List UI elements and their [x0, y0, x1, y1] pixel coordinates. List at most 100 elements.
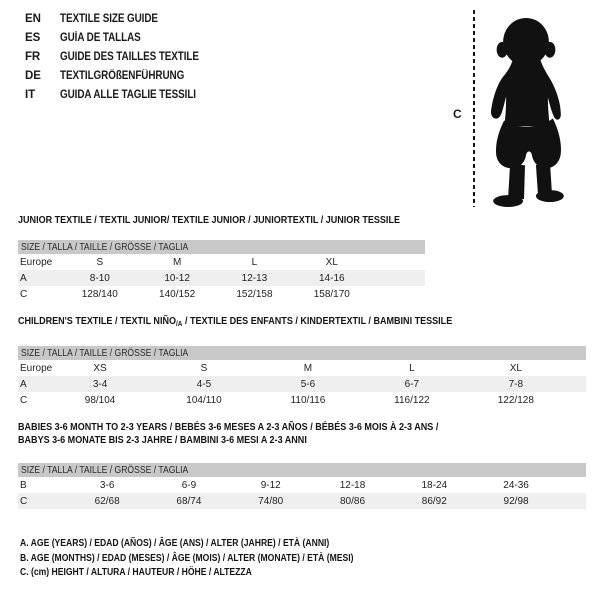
- size-header-label: SIZE / TALLA / TAILLE / GRÖSSE / TAGLIA: [21, 241, 189, 253]
- language-row-de: DE TEXTILGRÖßENFÜHRUNG: [25, 66, 222, 85]
- size-value-cell: 3-4: [92, 378, 108, 390]
- size-value-cell: 128/140: [81, 288, 118, 300]
- row-label-cell: Europe: [20, 362, 53, 374]
- size-value-cell: [557, 493, 586, 509]
- size-header-row: SIZE / TALLA / TAILLE / GRÖSSE / TAGLIA: [18, 463, 586, 477]
- size-value-cell: 6-7: [404, 378, 420, 390]
- size-value-cell: 68/74: [176, 495, 202, 507]
- language-row-en: EN TEXTILE SIZE GUIDE: [25, 9, 222, 28]
- size-value-cell: [557, 477, 586, 493]
- size-value-cell: S: [200, 362, 208, 374]
- size-value-cell: M: [172, 256, 182, 268]
- language-code: FR: [25, 50, 41, 63]
- size-value-cell: [568, 376, 586, 392]
- size-value-cell: 6-9: [181, 479, 197, 491]
- language-row-it: IT GUIDA ALLE TAGLIE TESSILI: [25, 85, 222, 104]
- table-row: A 8-10 10-12 12-13 14-16: [18, 270, 425, 286]
- size-value-cell: M: [303, 362, 313, 374]
- table-row: C 62/68 68/74 74/80 80/86 86/92 92/98: [18, 493, 586, 509]
- size-value-cell: 12-13: [241, 272, 268, 284]
- language-title-list: EN TEXTILE SIZE GUIDE ES GUÍA DE TALLAS …: [25, 9, 222, 104]
- size-value-cell: 104/110: [186, 394, 222, 406]
- size-header-bar: SIZE / TALLA / TAILLE / GRÖSSE / TAGLIA: [18, 346, 586, 360]
- language-label: GUIDE DES TAILLES TEXTILE: [60, 50, 199, 63]
- language-label: TEXTILGRÖßENFÜHRUNG: [60, 69, 185, 82]
- table-row: Europe S M L XL: [18, 254, 425, 270]
- children-table-title-text: CHILDREN'S TEXTILE / TEXTIL NIÑO/A / TEX…: [18, 315, 453, 328]
- language-code: EN: [25, 12, 41, 25]
- table-row: Europe XS S M L XL: [18, 360, 586, 376]
- junior-size-table: SIZE / TALLA / TAILLE / GRÖSSE / TAGLIA …: [18, 240, 425, 302]
- height-measure-dotted-line: [473, 10, 475, 207]
- height-measure-label: C: [453, 107, 462, 121]
- size-value-cell: S: [96, 256, 104, 268]
- size-value-cell: 62/68: [94, 495, 120, 507]
- size-value-cell: 24-36: [503, 479, 529, 491]
- babies-size-table: SIZE / TALLA / TAILLE / GRÖSSE / TAGLIA …: [18, 463, 586, 509]
- size-value-cell: 3-6: [99, 479, 115, 491]
- babies-table-title-line1: BABIES 3-6 MONTH TO 2-3 YEARS / BEBÉS 3-…: [18, 421, 439, 433]
- measurement-legend: A. AGE (YEARS) / EDAD (AÑOS) / ÂGE (ANS)…: [20, 537, 408, 581]
- row-label-cell: C: [20, 288, 28, 300]
- size-header-bar: SIZE / TALLA / TAILLE / GRÖSSE / TAGLIA: [18, 463, 586, 477]
- row-label-cell: Europe: [20, 256, 53, 268]
- language-code: ES: [25, 31, 41, 44]
- size-value-cell: 14-16: [319, 272, 345, 284]
- children-size-table: SIZE / TALLA / TAILLE / GRÖSSE / TAGLIA …: [18, 346, 586, 408]
- row-label-cell: C: [20, 495, 28, 507]
- size-value-cell: 10-12: [164, 272, 190, 284]
- size-value-cell: [568, 360, 586, 376]
- size-value-cell: 98/104: [84, 394, 116, 406]
- size-value-cell: 18-24: [421, 479, 448, 491]
- junior-table-title-text: JUNIOR TEXTILE / TEXTIL JUNIOR/ TEXTILE …: [18, 214, 400, 226]
- size-value-cell: XL: [509, 362, 522, 374]
- size-value-cell: 4-5: [196, 378, 212, 390]
- size-value-cell: 80/86: [339, 495, 366, 507]
- size-value-cell: 158/170: [313, 288, 350, 300]
- size-header-bar: SIZE / TALLA / TAILLE / GRÖSSE / TAGLIA: [18, 240, 425, 254]
- size-value-cell: 152/158: [236, 288, 273, 300]
- size-value-cell: 9-12: [260, 479, 281, 491]
- babies-table-title: BABIES 3-6 MONTH TO 2-3 YEARS / BEBÉS 3-…: [18, 421, 507, 447]
- size-value-cell: [370, 286, 425, 302]
- size-header-label: SIZE / TALLA / TAILLE / GRÖSSE / TAGLIA: [21, 464, 189, 476]
- language-code: DE: [25, 69, 41, 82]
- size-header-label: SIZE / TALLA / TAILLE / GRÖSSE / TAGLIA: [21, 347, 189, 359]
- language-code: IT: [25, 88, 36, 101]
- size-value-cell: [370, 254, 425, 270]
- baby-silhouette-image: [490, 17, 564, 208]
- language-label: GUIDA ALLE TAGLIE TESSILI: [60, 88, 196, 101]
- size-value-cell: 122/128: [497, 394, 534, 406]
- size-value-cell: 92/98: [503, 495, 529, 507]
- language-label: GUÍA DE TALLAS: [60, 31, 141, 44]
- size-value-cell: 74/80: [258, 495, 284, 507]
- size-value-cell: 86/92: [421, 495, 447, 507]
- size-value-cell: 7-8: [508, 378, 524, 390]
- size-value-cell: 140/152: [159, 288, 196, 300]
- size-value-cell: 12-18: [339, 479, 366, 491]
- legend-line-b: B. AGE (MONTHS) / EDAD (MESES) / ÂGE (MO…: [20, 552, 354, 564]
- size-value-cell: 8-10: [89, 272, 110, 284]
- row-label-cell: A: [20, 272, 27, 284]
- size-value-cell: [370, 270, 425, 286]
- table-row: C 128/140 140/152 152/158 158/170: [18, 286, 425, 302]
- size-value-cell: XS: [93, 362, 107, 374]
- size-value-cell: 110/116: [290, 394, 326, 406]
- size-header-row: SIZE / TALLA / TAILLE / GRÖSSE / TAGLIA: [18, 240, 425, 254]
- table-row: B 3-6 6-9 9-12 12-18 18-24 24-36: [18, 477, 586, 493]
- language-label: TEXTILE SIZE GUIDE: [60, 12, 158, 25]
- legend-line-a: A. AGE (YEARS) / EDAD (AÑOS) / ÂGE (ANS)…: [20, 538, 330, 549]
- size-value-cell: L: [251, 256, 258, 268]
- junior-table-title: JUNIOR TEXTILE / TEXTIL JUNIOR/ TEXTILE …: [18, 214, 462, 227]
- size-value-cell: 5-6: [300, 378, 316, 390]
- language-row-es: ES GUÍA DE TALLAS: [25, 28, 222, 47]
- children-table-title: CHILDREN'S TEXTILE / TEXTIL NIÑO/A / TEX…: [18, 315, 523, 330]
- size-header-row: SIZE / TALLA / TAILLE / GRÖSSE / TAGLIA: [18, 346, 586, 360]
- babies-table-title-line2: BABYS 3-6 MONATE BIS 2-3 JAHRE / BAMBINI…: [18, 434, 307, 446]
- row-label-cell: C: [20, 394, 28, 406]
- size-value-cell: XL: [325, 256, 338, 268]
- table-row: A 3-4 4-5 5-6 6-7 7-8: [18, 376, 586, 392]
- row-label-cell: B: [20, 479, 27, 491]
- row-label-cell: A: [20, 378, 27, 390]
- language-row-fr: FR GUIDE DES TAILLES TEXTILE: [25, 47, 222, 66]
